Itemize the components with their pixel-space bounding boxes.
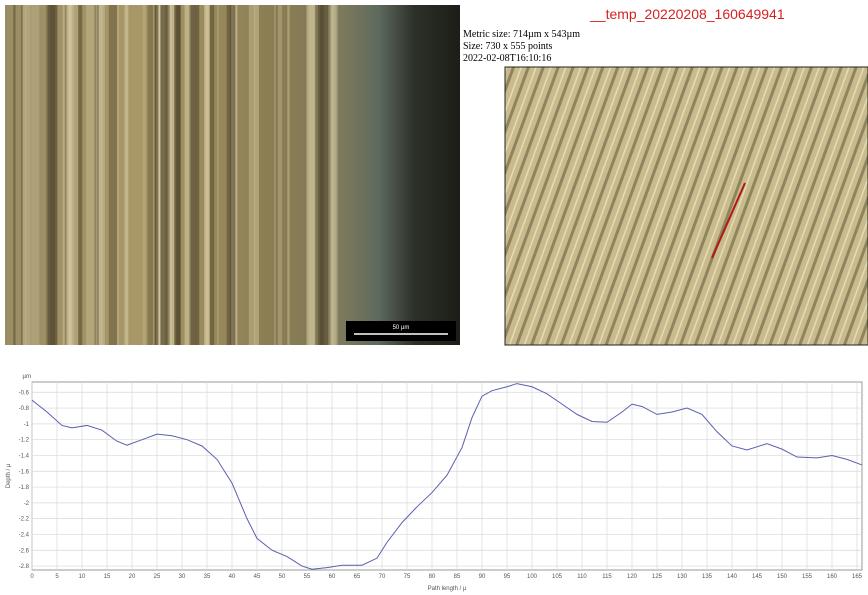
x-tick-label: 35 (204, 574, 211, 580)
y-tick-label: -2.6 (19, 548, 30, 554)
micrograph-right (505, 67, 868, 345)
y-tick-label: -0.8 (19, 406, 30, 412)
x-tick-label: 110 (577, 574, 587, 580)
texture-stripe (68, 5, 74, 345)
y-tick-label: -2.8 (19, 564, 30, 570)
texture-stripe (287, 5, 289, 345)
x-tick-label: 50 (279, 574, 286, 580)
y-tick-label: -2 (24, 501, 30, 507)
y-tick-label: -0.6 (19, 390, 30, 396)
x-tick-label: 5 (55, 574, 59, 580)
texture-stripe (51, 5, 58, 345)
x-tick-label: 145 (752, 574, 763, 580)
texture-stripe (278, 5, 282, 345)
x-tick-label: 20 (129, 574, 136, 580)
y-tick-label: -1.4 (19, 453, 30, 459)
x-tick-label: 55 (304, 574, 311, 580)
scale-bar-label: 50 µm (393, 325, 410, 331)
x-tick-label: 25 (154, 574, 161, 580)
texture-stripe (125, 5, 129, 345)
texture-stripe (176, 5, 181, 345)
texture-stripe (204, 5, 209, 345)
y-tick-label: -1.8 (19, 485, 30, 491)
x-tick-label: 115 (602, 574, 612, 580)
x-tick-label: 85 (454, 574, 461, 580)
texture-stripe (274, 5, 276, 345)
profile-chart: -0.6 -0.8 -1 -1.2 -1.4 -1.6 -1.8 -2 -2.2 -2.4 -2.6… (6, 374, 863, 592)
y-tick-label: -2.2 (19, 517, 30, 523)
x-tick-label: 140 (727, 574, 738, 580)
texture-stripe (160, 5, 165, 345)
texture-stripe (148, 5, 153, 345)
texture-stripe (99, 5, 105, 345)
texture-stripe (155, 5, 157, 345)
texture-stripe (117, 5, 118, 345)
texture-stripe (13, 5, 15, 345)
x-tick-label: 75 (404, 574, 411, 580)
x-tick-label: 70 (379, 574, 386, 580)
unit-label: µm (23, 374, 31, 380)
texture-stripe (318, 5, 324, 345)
metric-size: Metric size: 714µm x 543µm (463, 29, 580, 40)
scale-bar-box (346, 321, 456, 341)
texture-stripe (307, 5, 316, 345)
texture-stripe (332, 5, 338, 345)
texture-stripe (254, 5, 259, 345)
x-tick-label: 90 (479, 574, 486, 580)
x-tick-label: 65 (354, 574, 361, 580)
texture-stripe (217, 5, 219, 345)
x-tick-label: 105 (552, 574, 563, 580)
image-title: __temp_20220208_160649941 (589, 6, 785, 22)
x-tick-label: 10 (79, 574, 86, 580)
x-axis-label: Path length / µ (428, 586, 467, 592)
x-tick-label: 100 (527, 574, 538, 580)
x-tick-label: 160 (827, 574, 838, 580)
x-tick-label: 30 (179, 574, 186, 580)
texture-stripe (210, 5, 214, 345)
texture-stripe (229, 5, 231, 345)
y-tick-label: -1.6 (19, 469, 30, 475)
texture-stripe (73, 5, 78, 345)
x-tick-label: 95 (504, 574, 511, 580)
timestamp: 2022-02-08T16:10:16 (463, 53, 551, 64)
page: 50 µm __temp_20220208_160649941 Metric s… (0, 0, 868, 595)
texture-stripe (109, 5, 117, 345)
x-tick-label: 0 (30, 574, 34, 580)
texture-stripe (62, 5, 63, 345)
texture-stripe (23, 5, 27, 345)
texture-stripe (27, 5, 31, 345)
y-tick-label: -1 (24, 422, 30, 428)
micrograph-left (5, 5, 460, 345)
texture-stripe (31, 5, 39, 345)
y-axis-label: Depth / µ (6, 463, 12, 488)
x-tick-label: 80 (429, 574, 436, 580)
texture-stripe (86, 5, 94, 345)
texture-stripe (190, 5, 199, 345)
x-tick-label: 165 (852, 574, 863, 580)
texture-stripe (249, 5, 255, 345)
screen: 50 µm __temp_20220208_160649941 Metric s… (0, 0, 868, 595)
x-tick-label: 60 (329, 574, 336, 580)
x-tick-label: 125 (652, 574, 663, 580)
x-tick-label: 15 (104, 574, 111, 580)
x-tick-label: 40 (229, 574, 236, 580)
y-tick-label: -2.4 (19, 532, 30, 538)
texture-stripe (78, 5, 82, 345)
x-tick-label: 135 (702, 574, 713, 580)
y-tick-label: -1.2 (19, 438, 30, 444)
plot-frame (32, 382, 862, 570)
x-tick-label: 155 (802, 574, 813, 580)
point-size: Size: 730 x 555 points (463, 41, 553, 52)
x-tick-label: 150 (777, 574, 788, 580)
texture-stripe (143, 5, 146, 345)
x-tick-label: 120 (627, 574, 638, 580)
texture-stripe (188, 5, 191, 345)
x-tick-label: 130 (677, 574, 688, 580)
texture-stripe (173, 5, 174, 345)
x-tick-label: 45 (254, 574, 261, 580)
texture-stripe (170, 5, 173, 345)
